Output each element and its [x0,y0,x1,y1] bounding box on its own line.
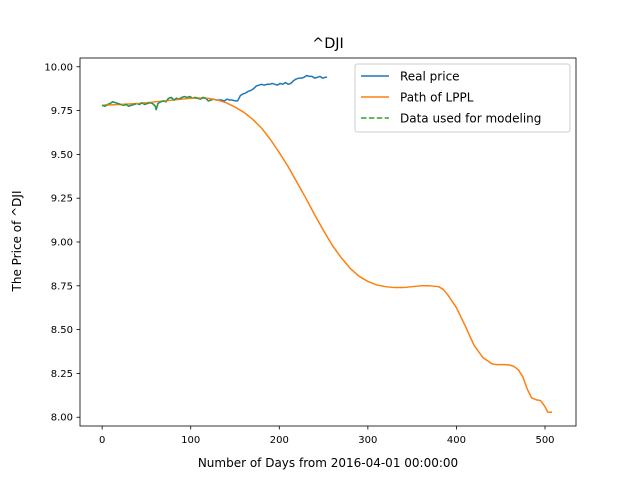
x-tick-label: 0 [99,435,105,446]
legend-box [354,63,571,133]
y-tick-label: 8.75 [51,281,73,292]
y-tick-label: 10.00 [44,62,73,73]
chart-title: ^DJI [312,36,344,52]
y-tick-label: 8.25 [51,369,73,380]
y-tick-label: 8.00 [51,413,73,424]
legend-label: Data used for modeling [400,112,541,126]
y-tick-label: 8.50 [51,325,73,336]
y-tick-label: 9.50 [51,150,73,161]
x-tick-label: 200 [270,435,289,446]
legend-label: Path of LPPL [400,91,474,105]
y-axis-label: The Price of ^DJI [10,191,24,293]
x-axis-label: Number of Days from 2016-04-01 00:00:00 [198,456,458,470]
x-tick-label: 500 [535,435,554,446]
x-tick-label: 400 [447,435,466,446]
y-tick-label: 9.25 [51,194,73,205]
y-tick-label: 9.75 [51,106,73,117]
y-tick-label: 9.00 [51,238,73,249]
legend-label: Real price [400,70,460,84]
x-tick-label: 100 [181,435,200,446]
lppl-path-line [102,97,553,414]
plot-area: 0 100 200 300 400 500 8.00 8.25 8.50 8.75 9.00 9.25… [44,57,577,446]
legend: Real price Path of LPPL Data used for mode… [354,63,571,133]
x-tick-label: 300 [358,435,377,446]
modeling-data-line [101,95,212,111]
